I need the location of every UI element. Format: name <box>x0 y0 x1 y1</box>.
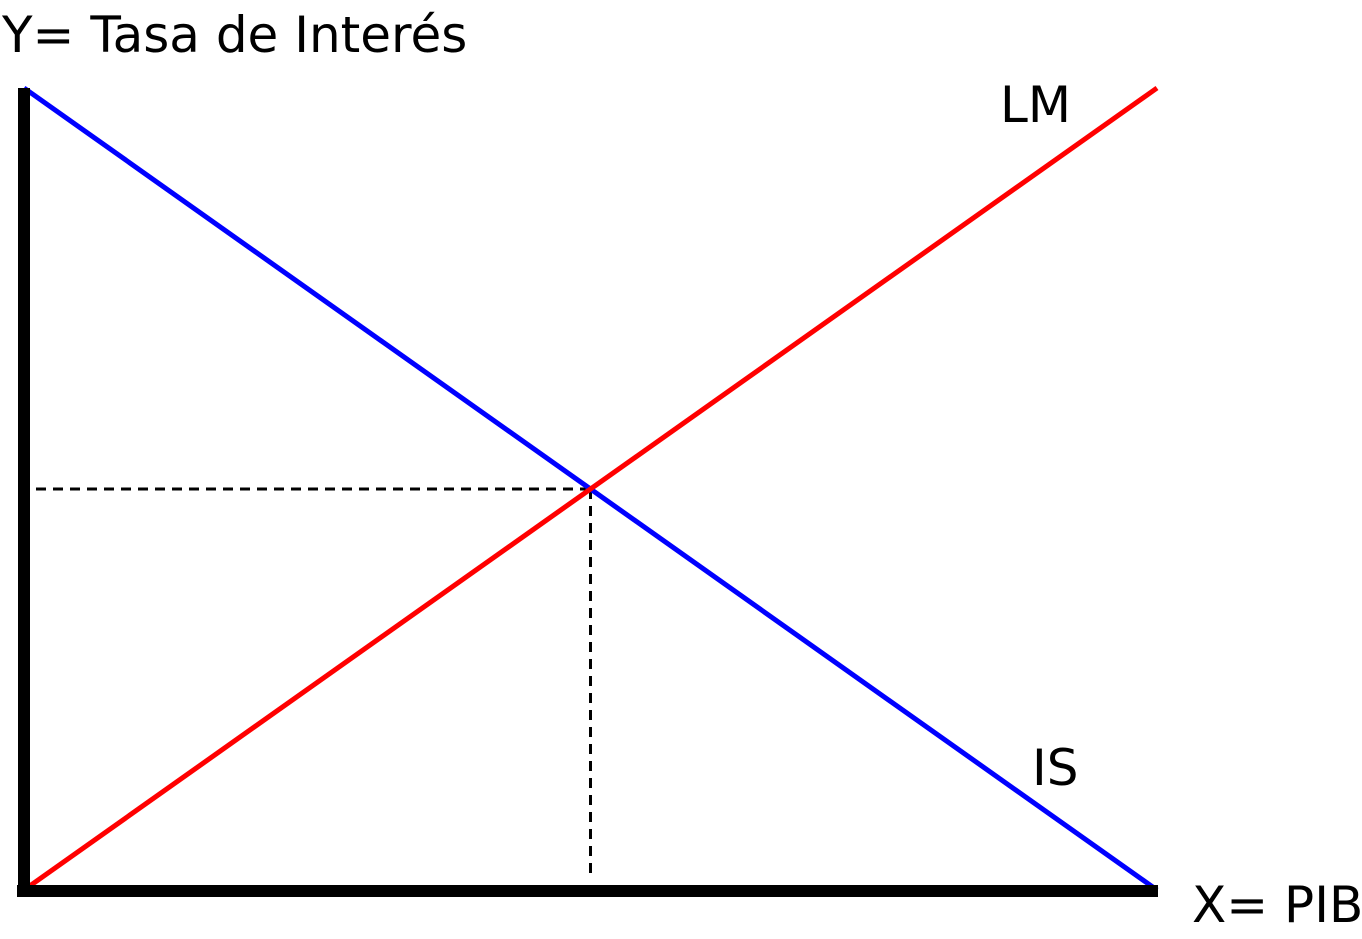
y-axis-title: Y= Tasa de Interés <box>1 6 467 64</box>
is-curve-label: IS <box>1032 739 1078 797</box>
lm-curve <box>22 85 1159 893</box>
lm-curve-label: LM <box>1000 76 1071 134</box>
x-axis-title: X= PIB <box>1192 876 1362 934</box>
chart-marks <box>17 85 1159 897</box>
